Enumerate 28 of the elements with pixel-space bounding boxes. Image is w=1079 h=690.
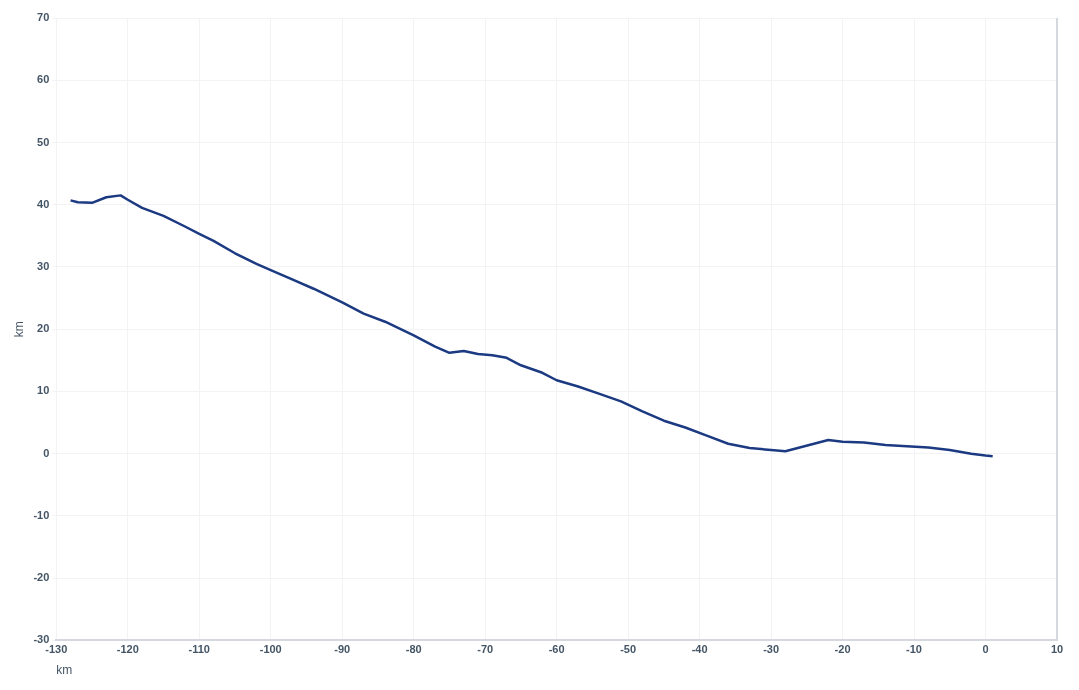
x-tick-label: -40 xyxy=(691,643,708,656)
x-axis-title: km xyxy=(56,663,73,678)
y-tick-label: 60 xyxy=(37,73,50,86)
y-tick-label: 20 xyxy=(37,322,50,335)
x-tick-label: -90 xyxy=(334,643,351,656)
y-tick-label: 70 xyxy=(37,11,50,24)
x-tick-label: -10 xyxy=(906,643,922,656)
y-tick-label: 10 xyxy=(37,384,50,397)
y-tick-label: -10 xyxy=(33,508,50,521)
y-tick-label: 50 xyxy=(37,135,50,148)
x-tick-label: -80 xyxy=(405,643,422,656)
x-tick-label: -60 xyxy=(548,643,565,656)
y-tick-label: 0 xyxy=(43,446,50,459)
x-tick-label: -70 xyxy=(477,643,494,656)
x-tick-label: -30 xyxy=(763,643,780,656)
y-tick-label: -30 xyxy=(33,633,50,646)
x-tick-label: -120 xyxy=(116,643,139,656)
x-tick-label: 0 xyxy=(982,643,989,656)
x-tick-label: -100 xyxy=(259,643,282,656)
x-tick-label: -130 xyxy=(45,643,68,656)
x-tick-label: -110 xyxy=(188,643,210,656)
x-tick-label: -20 xyxy=(834,643,851,656)
y-tick-label: 30 xyxy=(37,259,50,272)
x-tick-label: -50 xyxy=(620,643,637,656)
y-tick-label: -20 xyxy=(33,571,50,584)
y-tick-label: 40 xyxy=(37,197,50,210)
x-tick-label: 10 xyxy=(1050,643,1064,656)
y-axis-title: km xyxy=(11,321,26,338)
